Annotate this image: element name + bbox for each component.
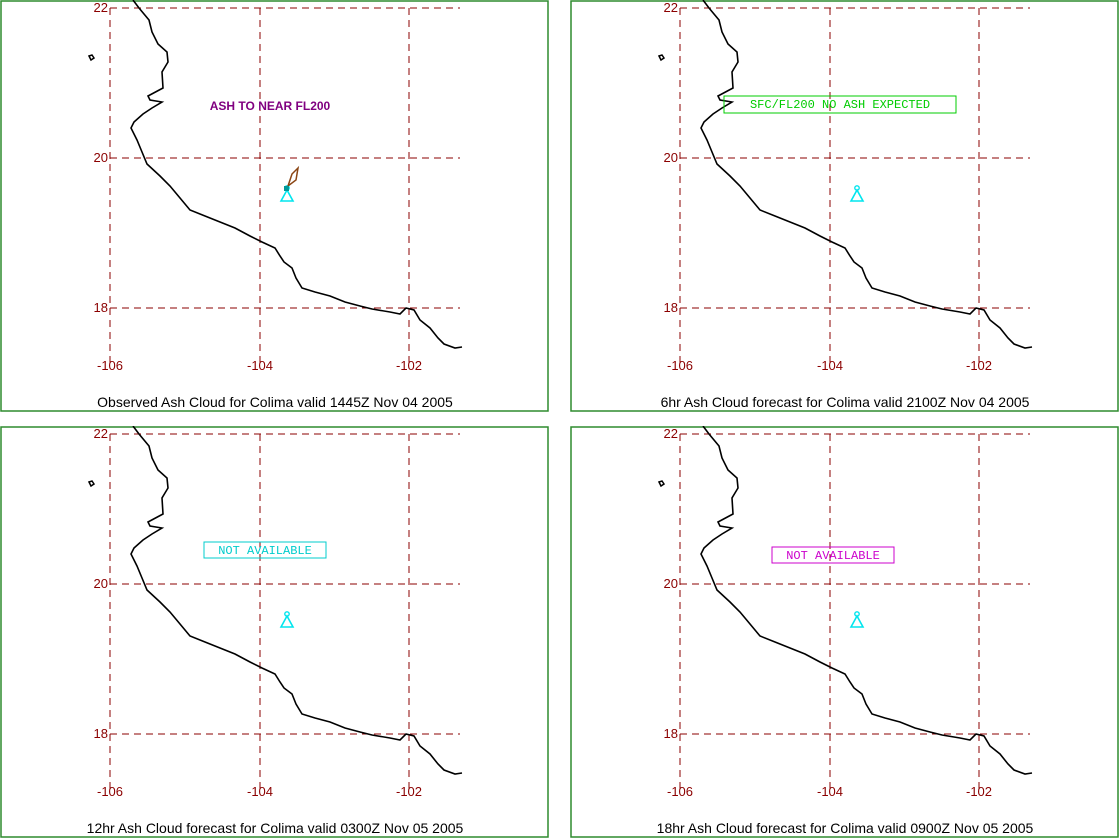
lon-tick-label: -104: [817, 358, 843, 373]
panel-frame: [570, 0, 1119, 412]
panel-caption: 18hr Ash Cloud forecast for Colima valid…: [656, 820, 1034, 836]
coastline: [130, 0, 463, 349]
panel-caption: Observed Ash Cloud for Colima valid 1445…: [97, 394, 453, 410]
lat-tick-label: 18: [664, 726, 678, 741]
coastline: [700, 0, 1033, 349]
axis-labels: -106 -104 -102 22 20 18: [94, 0, 422, 373]
ash-note: NOT AVAILABLE: [203, 541, 327, 559]
ash-note: ASH TO NEAR FL200: [210, 99, 331, 113]
ash-note-text: NOT AVAILABLE: [218, 544, 312, 558]
volcano-icon: [849, 185, 865, 202]
island-marker: [87, 480, 96, 488]
lat-tick-label: 18: [664, 300, 678, 315]
grid-lines: [679, 433, 1030, 791]
lon-tick-label: -102: [966, 784, 992, 799]
panel-frame: [570, 426, 1119, 838]
ash-note: SFC/FL200 NO ASH EXPECTED: [723, 95, 957, 114]
lat-tick-label: 20: [664, 150, 678, 165]
axis-labels: -106 -104 -102 22 20 18: [664, 0, 992, 373]
volcano-icon: [279, 611, 295, 628]
lat-tick-label: 20: [664, 576, 678, 591]
coastline: [130, 426, 463, 775]
lat-tick-label: 20: [94, 576, 108, 591]
lon-tick-label: -104: [247, 358, 273, 373]
island-marker: [87, 54, 96, 62]
lon-tick-label: -102: [396, 784, 422, 799]
lat-tick-label: 22: [664, 426, 678, 441]
grid-lines: [109, 433, 460, 791]
island-marker: [657, 54, 666, 62]
map-canvas: -106 -104 -102 22 20 18 ASH TO NEAR FL200: [0, 0, 549, 412]
lon-tick-label: -104: [817, 784, 843, 799]
lon-tick-label: -106: [97, 784, 123, 799]
lon-tick-label: -104: [247, 784, 273, 799]
panel-caption: 12hr Ash Cloud forecast for Colima valid…: [86, 820, 464, 836]
map-panel-observed: -106 -104 -102 22 20 18 ASH TO NEAR FL200 Obs…: [0, 0, 550, 413]
map-canvas: -106 -104 -102 22 20 18 SFC/FL200 NO ASH EXPE…: [570, 0, 1119, 412]
lat-tick-label: 22: [94, 0, 108, 15]
ash-note-text: SFC/FL200 NO ASH EXPECTED: [750, 98, 930, 112]
panel-frame: [0, 426, 549, 838]
lat-tick-label: 22: [664, 0, 678, 15]
lat-tick-label: 18: [94, 300, 108, 315]
lon-tick-label: -106: [97, 358, 123, 373]
volcano-icon: [849, 611, 865, 628]
coastline: [700, 426, 1033, 775]
lon-tick-label: -106: [667, 784, 693, 799]
ash-note-text: ASH TO NEAR FL200: [210, 99, 331, 113]
map-canvas: -106 -104 -102 22 20 18 NOT AVAILABLE: [0, 426, 549, 838]
ash-plume-outline: [284, 165, 300, 191]
grid-lines: [679, 7, 1030, 365]
island-marker: [657, 480, 666, 488]
axis-labels: -106 -104 -102 22 20 18: [664, 426, 992, 799]
lon-tick-label: -102: [396, 358, 422, 373]
ash-note-text: NOT AVAILABLE: [786, 549, 880, 563]
map-panel-6hr: -106 -104 -102 22 20 18 SFC/FL200 NO ASH EXPE…: [570, 0, 1119, 413]
axis-labels: -106 -104 -102 22 20 18: [94, 426, 422, 799]
lat-tick-label: 18: [94, 726, 108, 741]
lat-tick-label: 20: [94, 150, 108, 165]
map-panel-12hr: -106 -104 -102 22 20 18 NOT AVAILABLE 12hr As…: [0, 426, 550, 839]
panel-caption: 6hr Ash Cloud forecast for Colima valid …: [660, 394, 1030, 410]
grid-lines: [109, 7, 460, 365]
map-panel-18hr: -106 -104 -102 22 20 18 NOT AVAILABLE 18hr As…: [570, 426, 1119, 839]
lon-tick-label: -106: [667, 358, 693, 373]
lon-tick-label: -102: [966, 358, 992, 373]
map-canvas: -106 -104 -102 22 20 18 NOT AVAILABLE: [570, 426, 1119, 838]
panel-frame: [0, 0, 549, 412]
lat-tick-label: 22: [94, 426, 108, 441]
ash-note: NOT AVAILABLE: [771, 546, 895, 564]
